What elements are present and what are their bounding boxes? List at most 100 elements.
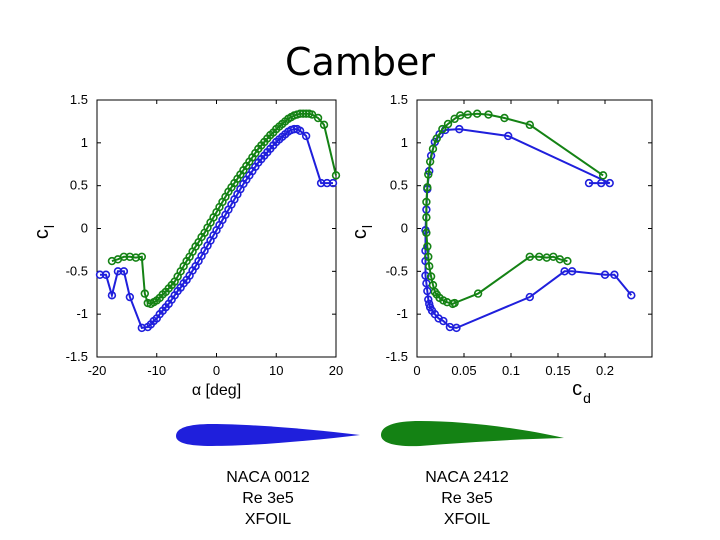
y-tick-label: -1.5 bbox=[386, 349, 408, 364]
data-point-naca-0012 bbox=[101, 270, 111, 279]
data-point-naca-2412 bbox=[555, 255, 565, 264]
y-tick-label: 1.5 bbox=[390, 92, 408, 107]
data-point-naca-2412 bbox=[422, 213, 431, 222]
data-point-naca-0012 bbox=[328, 178, 338, 188]
y-tick-label: -1 bbox=[76, 306, 88, 321]
y-tick-label: -1.5 bbox=[66, 349, 88, 364]
x-axis-label: α [deg] bbox=[192, 382, 241, 399]
x-axis-label: cd bbox=[572, 378, 591, 406]
data-point-naca-0012 bbox=[113, 267, 123, 276]
data-point-naca-2412 bbox=[425, 157, 435, 166]
x-tick-label: 0 bbox=[413, 363, 420, 378]
caption-solver: XFOIL bbox=[244, 511, 292, 528]
y-tick-label: 1 bbox=[401, 135, 408, 150]
x-tick-label: 0.15 bbox=[545, 363, 570, 378]
chart-cl-vs-cd: 0 0.05 0.1 0.15 0.2 -1.5 -1 -0.5 0 0.5 1 1.5 cl cd bbox=[349, 92, 653, 406]
data-point-naca-0012 bbox=[425, 299, 434, 309]
x-tick-label: 0.2 bbox=[596, 363, 614, 378]
data-point-naca-0012 bbox=[584, 178, 594, 188]
caption-airfoil-name: NACA 2412 bbox=[425, 469, 509, 486]
caption-naca2412: NACA 2412 Re 3e5 XFOIL bbox=[367, 467, 567, 530]
data-point-naca-2412 bbox=[428, 144, 438, 154]
caption-reynolds: Re 3e5 bbox=[242, 490, 294, 507]
data-point-naca-2412 bbox=[298, 109, 308, 118]
data-point-naca-0012 bbox=[567, 267, 577, 276]
data-point-naca-2412 bbox=[295, 109, 305, 118]
data-point-naca-0012 bbox=[322, 178, 332, 188]
data-point-naca-2412 bbox=[423, 242, 432, 251]
y-tick-label: 1 bbox=[81, 135, 88, 150]
y-tick-label: -0.5 bbox=[66, 263, 88, 278]
data-point-naca-2412 bbox=[598, 171, 608, 180]
data-point-naca-0012 bbox=[107, 291, 117, 300]
data-point-naca-0012 bbox=[627, 291, 636, 300]
data-point-naca-0012 bbox=[439, 316, 448, 326]
data-point-naca-0012 bbox=[610, 270, 619, 279]
data-point-naca-0012 bbox=[597, 178, 606, 188]
y-tick-label: 1.5 bbox=[70, 92, 88, 107]
data-point-naca-2412 bbox=[319, 120, 329, 130]
y-axis-label: cl bbox=[349, 225, 375, 239]
data-point-naca-2412 bbox=[525, 120, 534, 130]
data-point-naca-0012 bbox=[95, 270, 105, 279]
data-point-naca-2412 bbox=[422, 197, 431, 207]
data-point-naca-0012 bbox=[423, 286, 432, 296]
y-tick-label: 0 bbox=[401, 221, 408, 236]
y-tick-label: -1 bbox=[396, 306, 408, 321]
y-tick-label: 0 bbox=[81, 221, 88, 236]
series-line-naca-2412 bbox=[425, 112, 604, 305]
naca0012-airfoil-shape bbox=[176, 424, 360, 446]
data-point-naca-0012 bbox=[452, 323, 461, 333]
x-tick-label: 0 bbox=[213, 363, 220, 378]
data-point-naca-2412 bbox=[534, 252, 544, 261]
data-point-naca-2412 bbox=[137, 252, 147, 261]
data-point-naca-2412 bbox=[424, 252, 433, 261]
data-point-naca-0012 bbox=[605, 178, 614, 188]
data-point-naca-2412 bbox=[438, 124, 447, 134]
y-tick-label: 0.5 bbox=[70, 178, 88, 193]
series-line-naca-0012 bbox=[424, 128, 633, 329]
series-line-naca-2412 bbox=[111, 112, 337, 305]
data-point-naca-2412 bbox=[313, 113, 323, 123]
x-tick-label: 0.1 bbox=[502, 363, 520, 378]
data-point-naca-2412 bbox=[525, 252, 534, 261]
y-axis-label: cl bbox=[31, 225, 57, 239]
data-point-naca-0012 bbox=[421, 271, 430, 280]
data-point-naca-2412 bbox=[432, 134, 441, 143]
caption-airfoil-name: NACA 0012 bbox=[226, 469, 310, 486]
data-point-naca-2412 bbox=[472, 109, 482, 118]
data-point-naca-0012 bbox=[600, 270, 610, 279]
x-tick-label: -10 bbox=[147, 363, 166, 378]
page-title: Camber bbox=[285, 40, 435, 84]
caption-reynolds: Re 3e5 bbox=[441, 490, 493, 507]
data-point-naca-2412 bbox=[422, 228, 431, 237]
data-point-naca-2412 bbox=[425, 261, 434, 271]
data-point-naca-0012 bbox=[295, 126, 305, 136]
plot-frame bbox=[416, 99, 653, 358]
data-point-naca-2412 bbox=[463, 110, 472, 119]
series-line-naca-0012 bbox=[100, 128, 333, 330]
data-point-naca-2412 bbox=[424, 170, 433, 179]
naca2412-airfoil-shape bbox=[381, 421, 564, 447]
data-point-naca-0012 bbox=[525, 292, 534, 302]
data-point-naca-0012 bbox=[125, 292, 135, 302]
data-point-naca-2412 bbox=[119, 252, 129, 261]
data-point-naca-2412 bbox=[426, 272, 436, 281]
data-point-naca-2412 bbox=[563, 256, 572, 266]
data-point-naca-2412 bbox=[140, 289, 150, 298]
y-tick-label: 0.5 bbox=[390, 178, 408, 193]
x-tick-label: 0.05 bbox=[451, 363, 476, 378]
data-point-naca-0012 bbox=[424, 295, 433, 304]
x-tick-label: -20 bbox=[88, 363, 107, 378]
data-point-naca-2412 bbox=[423, 183, 432, 192]
data-point-naca-0012 bbox=[503, 131, 513, 141]
caption-naca0012: NACA 0012 Re 3e5 XFOIL bbox=[168, 467, 368, 530]
data-point-naca-2412 bbox=[484, 110, 493, 119]
x-tick-label: 10 bbox=[269, 363, 283, 378]
y-tick-label: -0.5 bbox=[386, 263, 408, 278]
data-point-naca-0012 bbox=[455, 124, 464, 134]
x-tick-label: 20 bbox=[329, 363, 343, 378]
data-point-naca-2412 bbox=[500, 113, 509, 123]
data-point-naca-0012 bbox=[301, 131, 311, 141]
